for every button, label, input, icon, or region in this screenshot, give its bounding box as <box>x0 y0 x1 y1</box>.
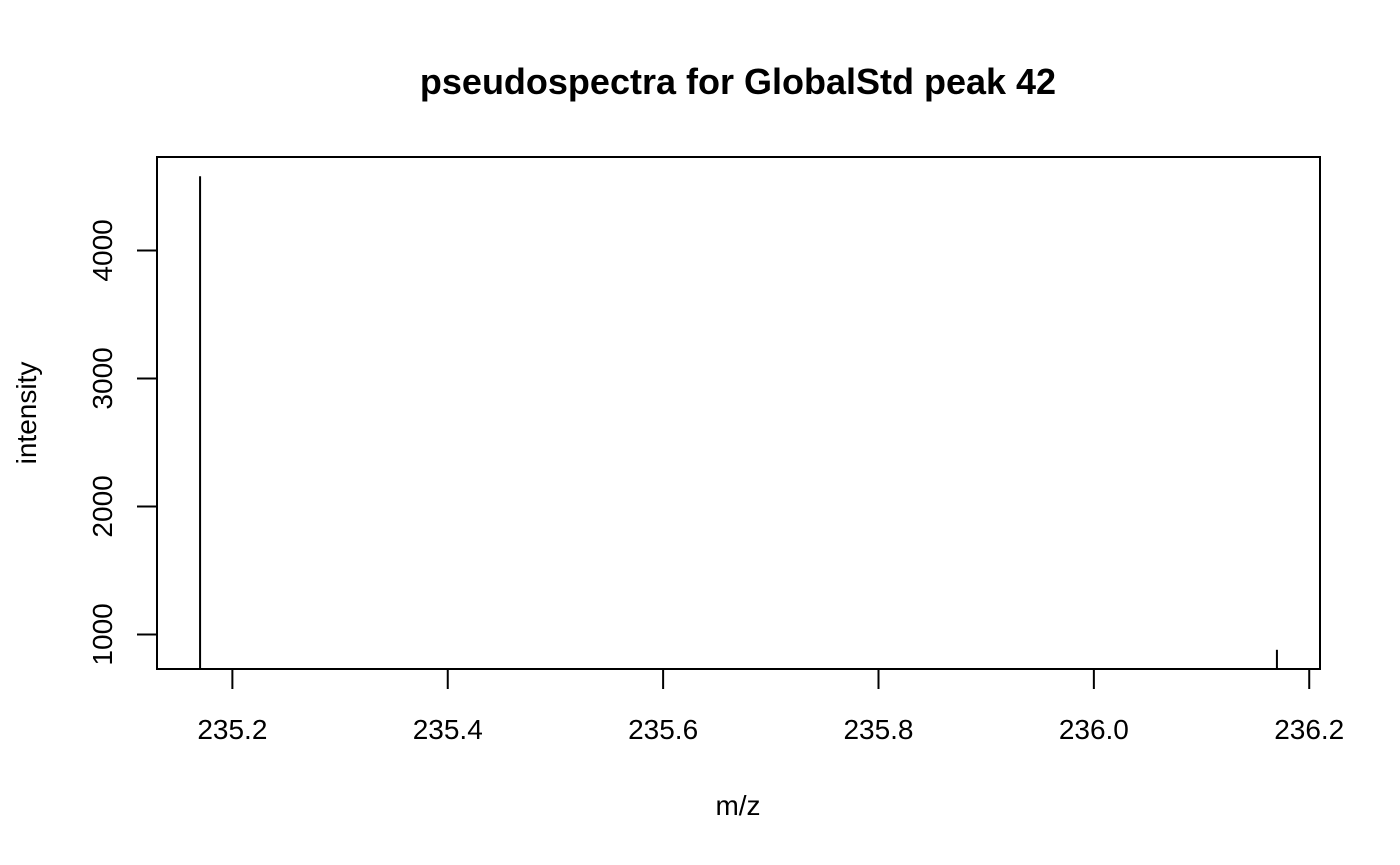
peak-series <box>199 176 1278 669</box>
x-tick-label: 235.2 <box>197 714 267 745</box>
plot-frame <box>156 156 1321 670</box>
x-axis: 235.2 235.4 235.6 235.8 236.0 236.2 <box>197 668 1344 745</box>
y-axis-label: intensity <box>11 362 42 465</box>
x-tick-label: 236.0 <box>1059 714 1129 745</box>
y-tick-label: 4000 <box>87 219 118 281</box>
y-tick-label: 3000 <box>87 347 118 409</box>
x-tick-label: 235.8 <box>843 714 913 745</box>
y-tick-label: 1000 <box>87 603 118 665</box>
chart-title: pseudospectra for GlobalStd peak 42 <box>420 61 1056 102</box>
x-axis-label: m/z <box>715 790 760 821</box>
x-tick-label: 236.2 <box>1274 714 1344 745</box>
x-tick-label: 235.6 <box>628 714 698 745</box>
y-axis: 1000 2000 3000 4000 <box>87 219 158 666</box>
x-tick-label: 235.4 <box>413 714 483 745</box>
y-tick-label: 2000 <box>87 475 118 537</box>
